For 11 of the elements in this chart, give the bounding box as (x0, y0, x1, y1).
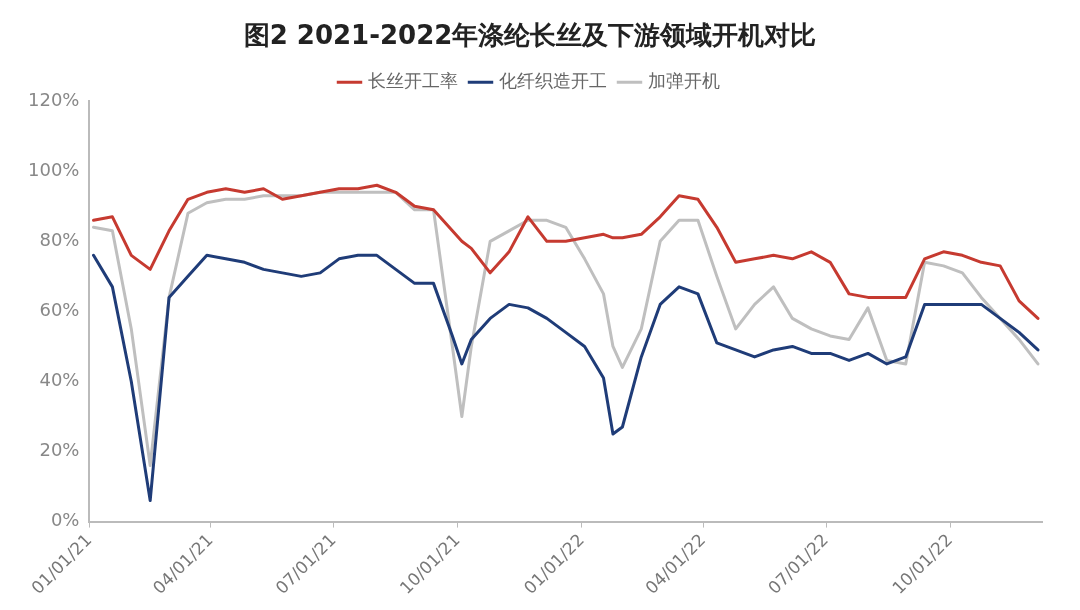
y-tick-label: 80% (39, 229, 80, 250)
legend-label: 化纤织造开工 (498, 69, 607, 91)
y-tick-label: 60% (39, 299, 80, 321)
chart-title: 图2 2021-2022年涤纶长丝及下游领域开机对比 (243, 20, 817, 51)
y-tick-label: 120% (27, 88, 80, 110)
legend-label: 加弹开机 (647, 69, 720, 91)
y-tick-label: 0% (50, 509, 80, 531)
y-tick-label: 40% (39, 369, 80, 391)
y-tick-label: 20% (39, 439, 80, 461)
y-tick-label: 100% (27, 158, 80, 180)
legend-label: 长丝开工率 (367, 69, 458, 91)
